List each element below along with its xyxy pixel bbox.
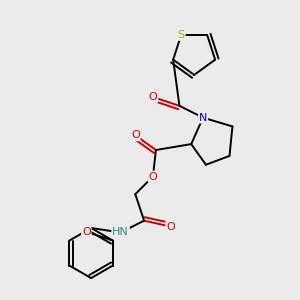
Text: N: N xyxy=(199,112,207,123)
Text: O: O xyxy=(82,227,91,237)
Text: S: S xyxy=(178,30,185,40)
Text: O: O xyxy=(131,130,140,140)
Text: O: O xyxy=(148,92,157,102)
Text: HN: HN xyxy=(112,227,129,237)
Text: O: O xyxy=(166,222,175,232)
Text: O: O xyxy=(148,172,157,182)
